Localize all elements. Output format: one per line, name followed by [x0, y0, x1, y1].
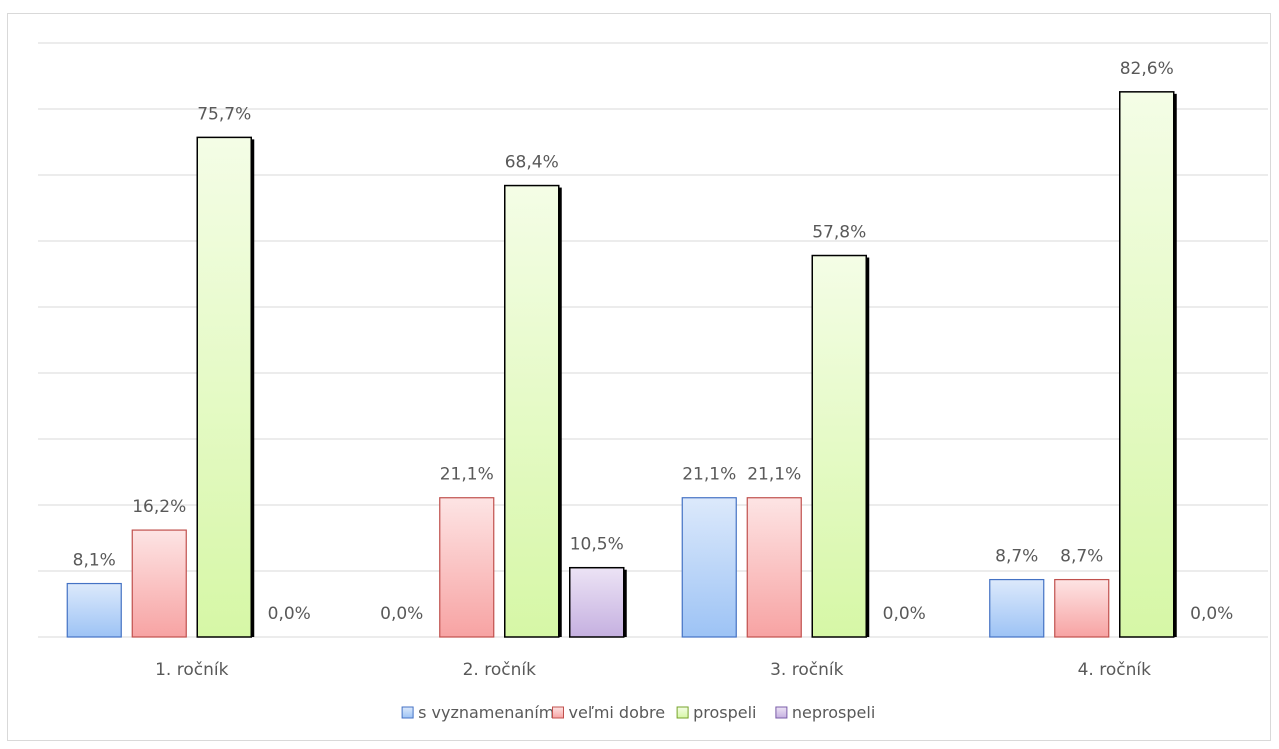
data-label: 10,5%: [570, 535, 624, 555]
data-labels: 8,1% 16,2% 75,7% 0,0% 0,0% 21,1% 68,4% 10,5% 21,…: [73, 59, 1234, 624]
bar-prospeli-2: [504, 184, 560, 638]
data-label: 0,0%: [883, 604, 926, 624]
bar-prospeli-3: [811, 254, 867, 638]
data-label: 0,0%: [268, 604, 311, 624]
category-label: 2. ročník: [463, 660, 536, 680]
legend-label: s vyznamenaním: [418, 703, 554, 722]
legend: s vyznamenaním veľmi dobre prospeli neprosp…: [401, 703, 875, 722]
bars: [66, 91, 1177, 638]
legend-swatch: [552, 706, 564, 719]
data-label: 75,7%: [197, 104, 251, 124]
data-label: 21,1%: [682, 465, 736, 485]
data-label: 8,7%: [995, 547, 1038, 567]
category-label: 1. ročník: [155, 660, 228, 680]
bar-veľmi-dobre-1: [131, 529, 187, 638]
legend-label: prospeli: [693, 703, 756, 722]
bar-s-vyznamenaním-3: [681, 497, 737, 638]
bar-s-vyznamenaním-4: [989, 578, 1045, 638]
data-label: 82,6%: [1120, 59, 1174, 79]
data-label: 8,7%: [1060, 547, 1103, 567]
legend-label: neprospeli: [792, 703, 875, 722]
data-label: 16,2%: [132, 497, 186, 517]
data-label: 0,0%: [380, 604, 423, 624]
legend-swatch: [401, 706, 414, 719]
bar-veľmi-dobre-4: [1054, 578, 1110, 638]
legend-swatch: [676, 706, 689, 719]
category-labels: 1. ročník 2. ročník 3. ročník 4. ročník: [155, 660, 1151, 680]
bar-prospeli-4: [1119, 91, 1175, 638]
legend-item-veľmi-dobre: veľmi dobre: [552, 703, 666, 722]
data-label: 0,0%: [1190, 604, 1233, 624]
legend-label: veľmi dobre: [569, 703, 666, 722]
data-label: 21,1%: [747, 465, 801, 485]
legend-item-prospeli: prospeli: [676, 703, 757, 722]
data-label: 8,1%: [73, 551, 116, 571]
legend-item-s-vyznamenaním: s vyznamenaním: [401, 703, 554, 722]
legend-swatch: [775, 706, 788, 719]
data-label: 57,8%: [812, 223, 866, 243]
data-label: 68,4%: [505, 153, 559, 173]
bar-s-vyznamenaním-1: [66, 582, 122, 638]
bar-veľmi-dobre-2: [439, 497, 495, 638]
legend-item-neprospeli: neprospeli: [775, 703, 875, 722]
bar-veľmi-dobre-3: [746, 497, 802, 638]
bar-prospeli-1: [196, 136, 252, 638]
category-label: 3. ročník: [770, 660, 843, 680]
bar-neprospeli-2: [569, 566, 625, 638]
data-label: 21,1%: [440, 465, 494, 485]
category-label: 4. ročník: [1078, 660, 1151, 680]
